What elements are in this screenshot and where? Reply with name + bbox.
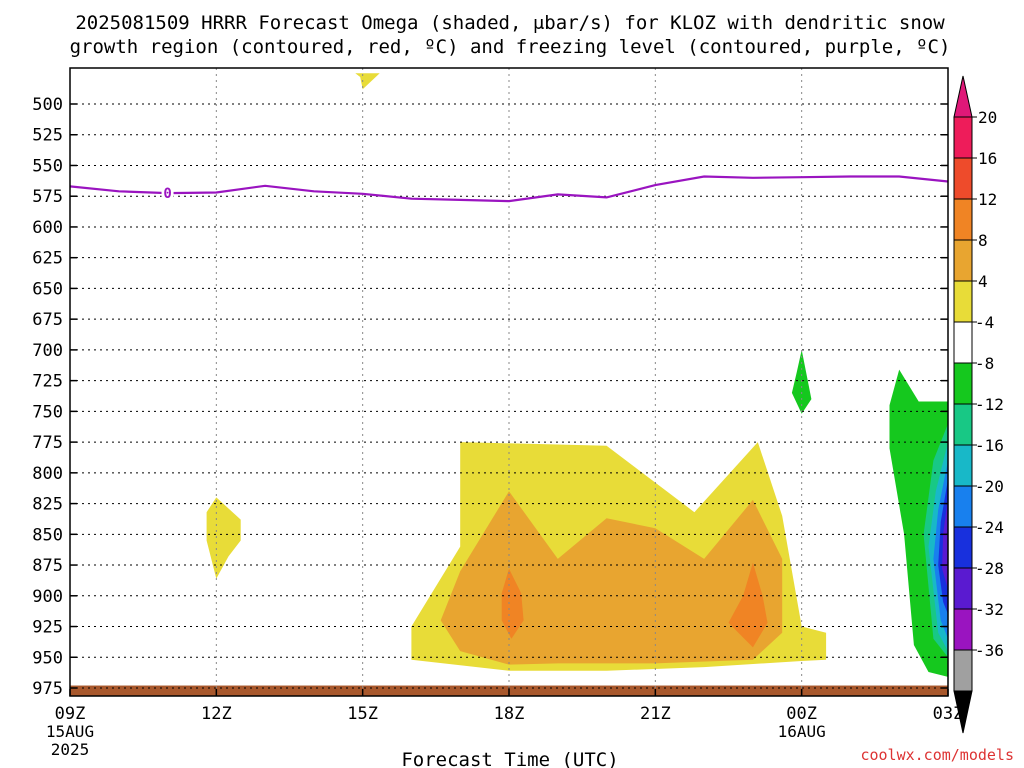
y-tick-label: 900 xyxy=(32,587,63,607)
y-tick-label: 925 xyxy=(32,618,63,638)
colorbar-label: -28 xyxy=(975,559,1004,578)
colorbar-label: 12 xyxy=(978,190,997,209)
omega-region-yellow-top-blob xyxy=(355,73,380,90)
colorbar-segment xyxy=(953,444,973,487)
colorbar-legend: 20 16 12 8 4 -4 -8 -12 -16 -20 -24 -28 -32 -36 xyxy=(953,75,1004,734)
y-tick-label: 700 xyxy=(32,341,63,361)
colorbar-segment xyxy=(953,280,973,323)
colorbar-segment xyxy=(953,362,973,405)
freezing-level-label-bg xyxy=(161,185,174,202)
y-tick-label: 575 xyxy=(32,187,63,207)
chart-title-line1: 2025081509 HRRR Forecast Omega (shaded, … xyxy=(75,12,945,34)
freezing-level-line xyxy=(69,175,949,203)
colorbar-label: -8 xyxy=(975,354,994,373)
x-tick-label: 18Z xyxy=(494,704,525,724)
colorbar-segment xyxy=(953,198,973,241)
colorbar-label: -4 xyxy=(975,313,994,332)
colorbar-segment xyxy=(953,157,973,200)
colorbar-segment xyxy=(953,485,973,528)
y-tick-label: 975 xyxy=(32,679,63,699)
colorbar-label: 8 xyxy=(978,231,988,250)
colorbar-label: -32 xyxy=(975,600,1004,619)
y-tick-label: 750 xyxy=(32,402,63,422)
x-tick-date-label: 15AUG xyxy=(46,722,94,741)
freezing-level-layer: 0 xyxy=(69,175,949,203)
colorbar-segment xyxy=(953,526,973,569)
omega-shaded-regions xyxy=(206,73,948,677)
freezing-level-label: 0 xyxy=(163,186,171,202)
omega-region-dark-orange-right xyxy=(728,562,768,648)
x-axis-label: Forecast Time (UTC) xyxy=(401,749,618,768)
colorbar-segment xyxy=(953,239,973,282)
omega-region-yellow-left-blob xyxy=(206,497,241,579)
colorbar-label: 16 xyxy=(978,149,997,168)
y-tick-label: 500 xyxy=(32,95,63,115)
y-tick-label: 950 xyxy=(32,648,63,668)
x-tick-label: 09Z xyxy=(55,704,86,724)
y-tick-label: 600 xyxy=(32,218,63,238)
y-tick-label: 675 xyxy=(32,310,63,330)
colorbar-segment xyxy=(953,567,973,610)
colorbar-label: 20 xyxy=(978,108,997,127)
colorbar-label: -36 xyxy=(975,641,1004,660)
grid-lines xyxy=(70,68,948,696)
x-tick-date-label: 16AUG xyxy=(778,722,826,741)
x-tick-label: 12Z xyxy=(201,704,232,724)
y-tick-label: 825 xyxy=(32,495,63,515)
y-tick-label: 800 xyxy=(32,464,63,484)
x-tick-label: 15Z xyxy=(347,704,378,724)
colorbar-label: -20 xyxy=(975,477,1004,496)
y-tick-label: 775 xyxy=(32,433,63,453)
colorbar-top-arrow xyxy=(953,75,973,118)
chart-title-line2: growth region (contoured, red, ºC) and f… xyxy=(70,36,951,58)
colorbar-bottom-arrow xyxy=(953,690,973,734)
colorbar-segment xyxy=(953,116,973,159)
y-tick-label: 550 xyxy=(32,156,63,176)
x-tick-year-label: 2025 xyxy=(51,740,90,759)
colorbar-label: -24 xyxy=(975,518,1004,537)
colorbar-label: 4 xyxy=(978,272,988,291)
omega-region-dark-orange-left xyxy=(501,568,524,639)
colorbar-segment xyxy=(953,608,973,651)
colorbar-label: -16 xyxy=(975,436,1004,455)
colorbar-segment xyxy=(953,321,973,364)
y-tick-label: 725 xyxy=(32,372,63,392)
x-tick-label: 03Z xyxy=(933,704,964,724)
x-tick-label: 00Z xyxy=(786,704,817,724)
y-tick-label: 875 xyxy=(32,556,63,576)
colorbar-segment xyxy=(953,649,973,692)
colorbar-label: -12 xyxy=(975,395,1004,414)
x-tick-label: 21Z xyxy=(640,704,671,724)
y-tick-label: 650 xyxy=(32,279,63,299)
y-tick-label: 625 xyxy=(32,249,63,269)
omega-region-purple-right-region xyxy=(942,497,948,590)
y-axis: 500 525 550 575 600 625 650 675 700 725 750 775 800 8… xyxy=(32,95,948,699)
y-tick-label: 850 xyxy=(32,525,63,545)
credit-text: coolwx.com/models xyxy=(860,746,1014,764)
colorbar-segment xyxy=(953,403,973,446)
y-tick-label: 525 xyxy=(32,126,63,146)
